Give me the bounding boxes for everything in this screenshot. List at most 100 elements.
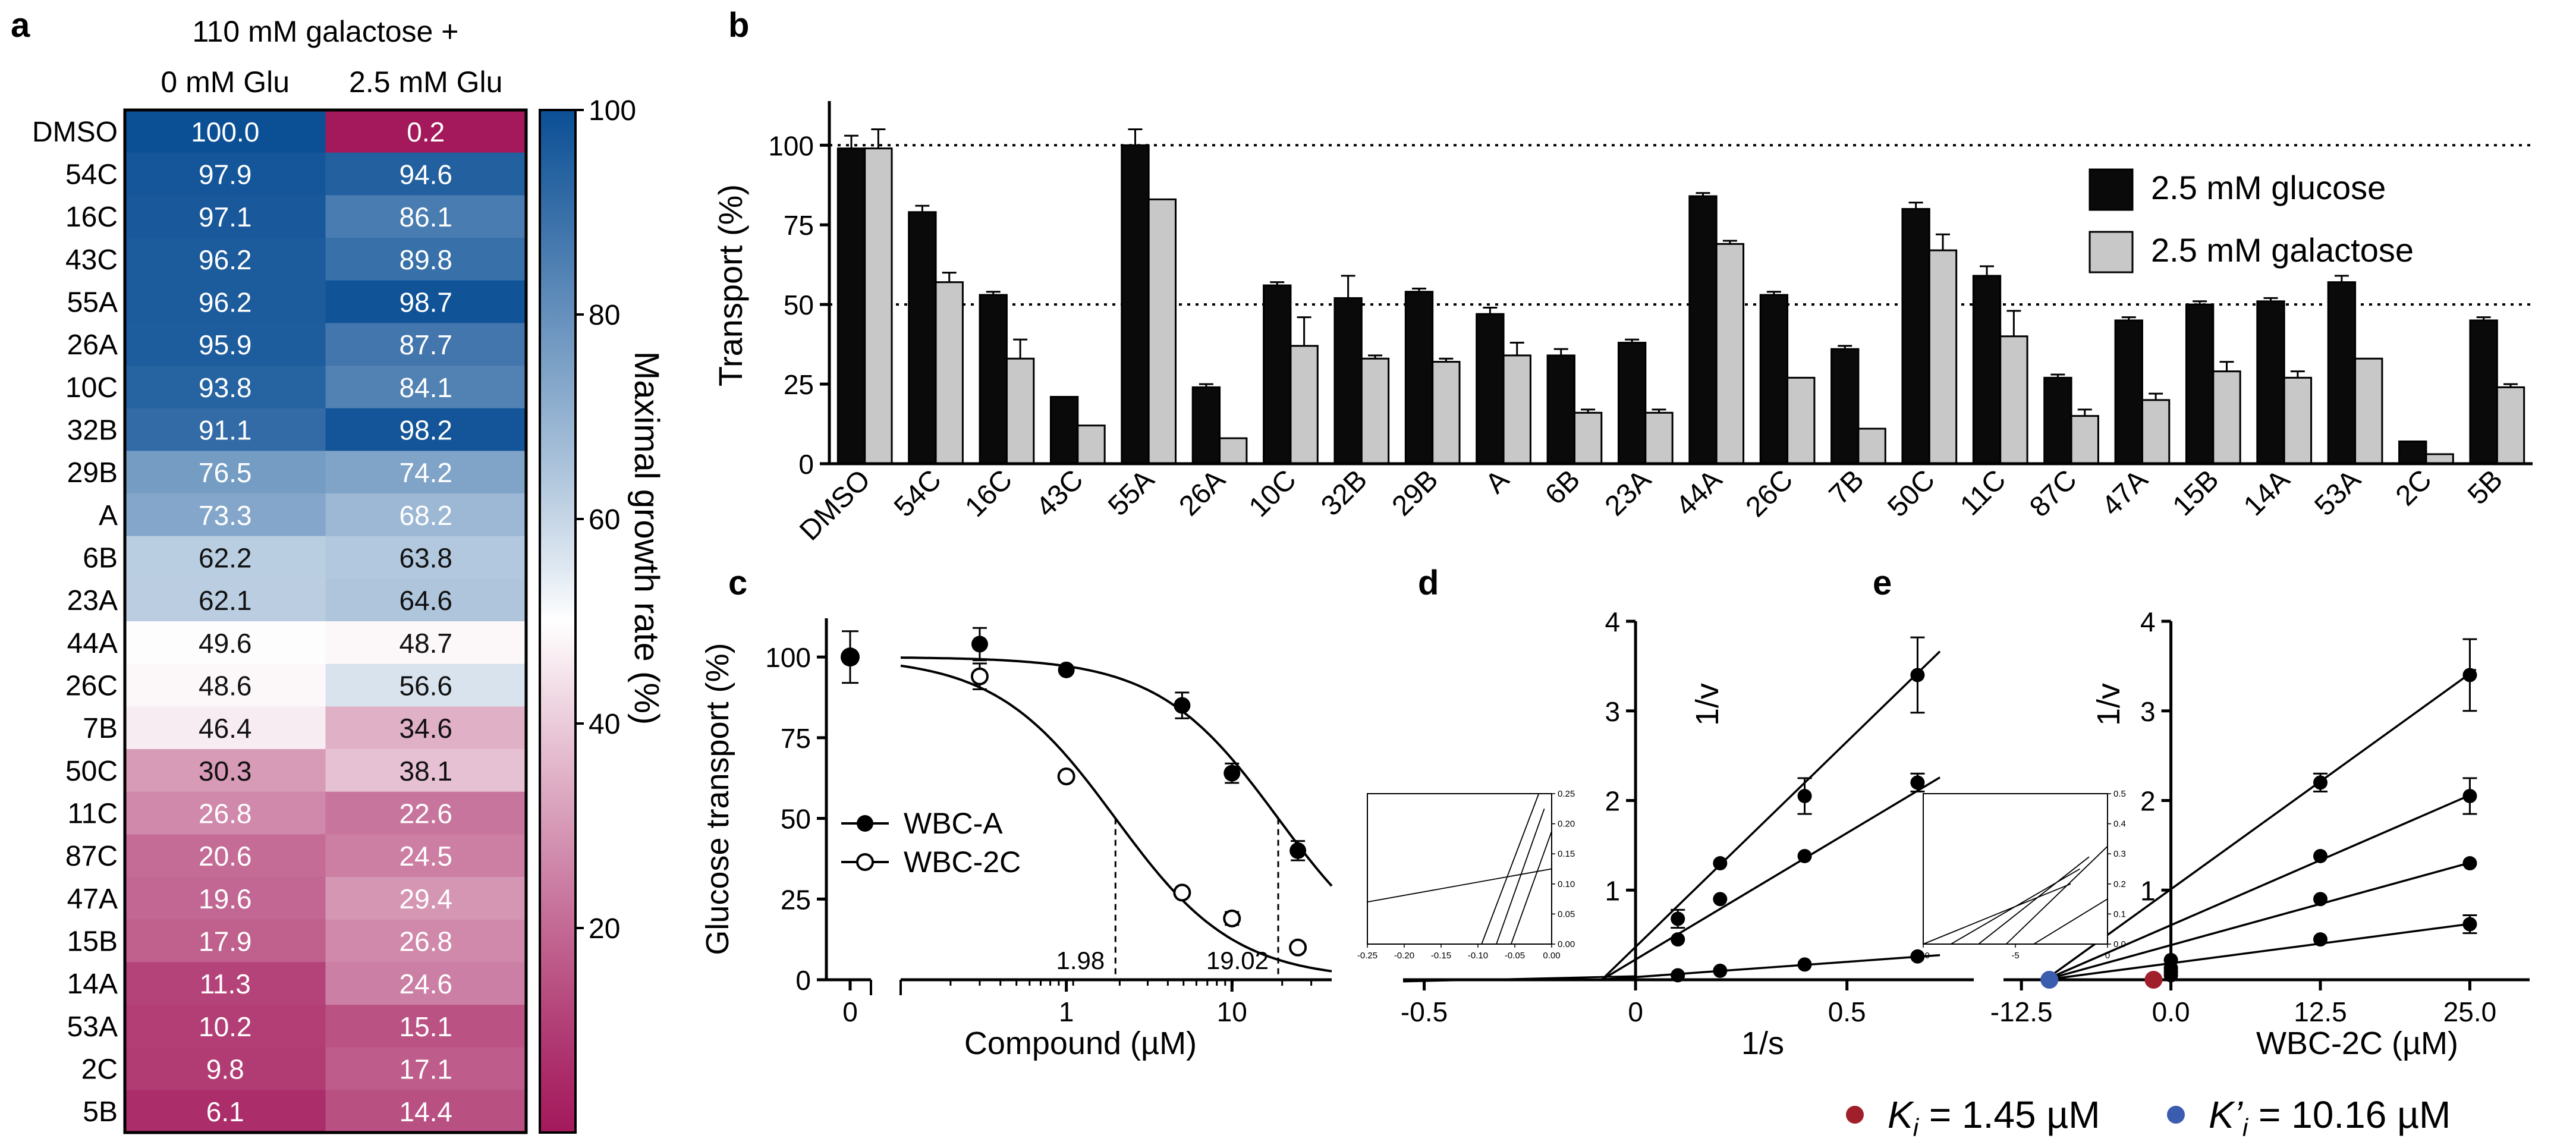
heatmap-cell	[125, 578, 326, 622]
cell-value: 0.2	[407, 117, 445, 147]
data-point	[1223, 765, 1241, 782]
cell-value: 97.9	[199, 159, 252, 190]
heatmap-cell	[125, 152, 326, 196]
x-tick-label: 25.0	[2443, 996, 2497, 1027]
bar	[979, 294, 1008, 465]
row-label: A	[99, 500, 118, 531]
inset-y-tick-label: 0.4	[2113, 819, 2126, 829]
data-point	[1797, 848, 1812, 863]
colorbar	[539, 109, 577, 1134]
category-label: 55A	[1102, 464, 1160, 522]
heatmap-cell	[325, 834, 527, 877]
category-label: A	[1480, 464, 1515, 499]
row-label: 14A	[67, 968, 118, 1000]
bar	[1573, 411, 1603, 465]
inset-x-tick-label: -0.10	[1468, 951, 1488, 961]
bar	[1360, 357, 1390, 465]
cell-value: 11.3	[200, 968, 251, 999]
y-tick-label: 0	[798, 449, 814, 480]
fit-line	[2045, 860, 2476, 981]
data-point	[1910, 949, 1925, 964]
y-tick-label: 50	[784, 290, 814, 320]
y-tick-label: 2	[1605, 786, 1621, 817]
data-point	[2462, 668, 2477, 682]
y-tick-label: 75	[781, 723, 811, 754]
cell-value: 76.5	[199, 457, 252, 488]
colorbar-tick-label: 80	[589, 300, 620, 331]
data-point	[970, 667, 989, 685]
category-label: 43C	[1030, 464, 1090, 523]
bar	[1005, 357, 1035, 465]
column-header: 0 mM Glu	[161, 65, 290, 99]
legend-marker	[857, 815, 873, 832]
heatmap-cell	[125, 408, 326, 451]
y-tick-label: 0	[795, 965, 811, 996]
heatmap-cell	[325, 451, 527, 494]
heatmap-cell	[125, 791, 326, 835]
cell-value: 20.6	[199, 841, 252, 872]
cell-value: 24.5	[399, 841, 452, 872]
cell-value: 46.4	[199, 713, 252, 744]
cell-value: 48.6	[199, 671, 252, 702]
inset-y-tick-label: 0.25	[1558, 789, 1575, 799]
category-label: 32B	[1315, 464, 1373, 522]
x-tick-label: 0.5	[1828, 996, 1866, 1027]
bar	[1191, 386, 1221, 465]
bar	[1972, 275, 2002, 465]
constant-marker	[2144, 971, 2163, 989]
legend-label: WBC-A	[904, 807, 1003, 840]
inset-y-tick-label: 0.0	[2113, 939, 2126, 949]
category-label: 16C	[959, 464, 1018, 523]
panel-label-a: a	[11, 6, 30, 45]
inset-line	[1496, 808, 1545, 945]
category-label: 14A	[2238, 464, 2296, 522]
data-point	[1174, 697, 1191, 714]
bar	[1644, 411, 1674, 465]
y-tick-label: 3	[2140, 696, 2156, 727]
row-label: DMSO	[32, 117, 118, 148]
inset-x-tick-label: -5	[2011, 951, 2019, 961]
cell-value: 22.6	[399, 798, 452, 829]
panel-d-lineweaver-burk: d 1 2 3 4 -0.5 0 0.5 1/v 1/s -0.25 -0.20 -0.15 -0.10 -…	[1357, 564, 1974, 1061]
cell-value: 96.2	[199, 244, 252, 275]
x-tick-label: 0	[1628, 996, 1643, 1027]
inset-x-tick-label: 0	[2105, 951, 2110, 961]
heatmap-cell	[325, 962, 527, 1005]
legend-dot-kpi	[2167, 1106, 2185, 1124]
fit-line	[1602, 954, 1940, 981]
data-point	[1057, 768, 1075, 785]
row-label: 50C	[65, 756, 118, 787]
cell-value: 95.9	[199, 329, 252, 360]
heatmap-cell	[325, 493, 527, 537]
heatmap-cell	[325, 877, 527, 920]
x-tick-label: -12.5	[1990, 996, 2053, 1027]
heatmap-cell	[125, 877, 326, 920]
cell-value: 26.8	[399, 926, 452, 957]
colorbar-label: Maximal growth rate (%)	[627, 351, 666, 725]
inset-x-tick-label: -0.25	[1357, 951, 1377, 961]
colorbar-tick-label: 40	[589, 709, 620, 740]
fit-line	[1601, 650, 1941, 981]
inset-y-tick-label: 0.10	[1558, 879, 1575, 889]
cell-value: 30.3	[199, 756, 252, 787]
data-point	[1713, 963, 1728, 978]
heatmap-cell	[325, 195, 527, 238]
fit-line	[2045, 791, 2477, 981]
heatmap-cell	[325, 621, 527, 665]
legend-subscript: i	[2242, 1114, 2249, 1141]
heatmap-cell	[325, 1047, 527, 1090]
legend-marker	[856, 853, 874, 871]
y-tick-label: 50	[781, 804, 811, 835]
inset-x-tick-label: -0.05	[1505, 951, 1525, 961]
y-tick-label: 3	[1605, 696, 1621, 727]
row-label: 2C	[81, 1054, 118, 1086]
heatmap-cell	[125, 749, 326, 792]
inset-y-tick-label: 0.20	[1558, 819, 1575, 829]
bar	[1333, 297, 1363, 465]
cell-value: 94.6	[399, 159, 452, 190]
bar	[1289, 345, 1319, 465]
data-point	[1713, 856, 1728, 871]
colorbar-tick-label: 60	[589, 504, 620, 536]
data-point	[1910, 668, 1925, 682]
